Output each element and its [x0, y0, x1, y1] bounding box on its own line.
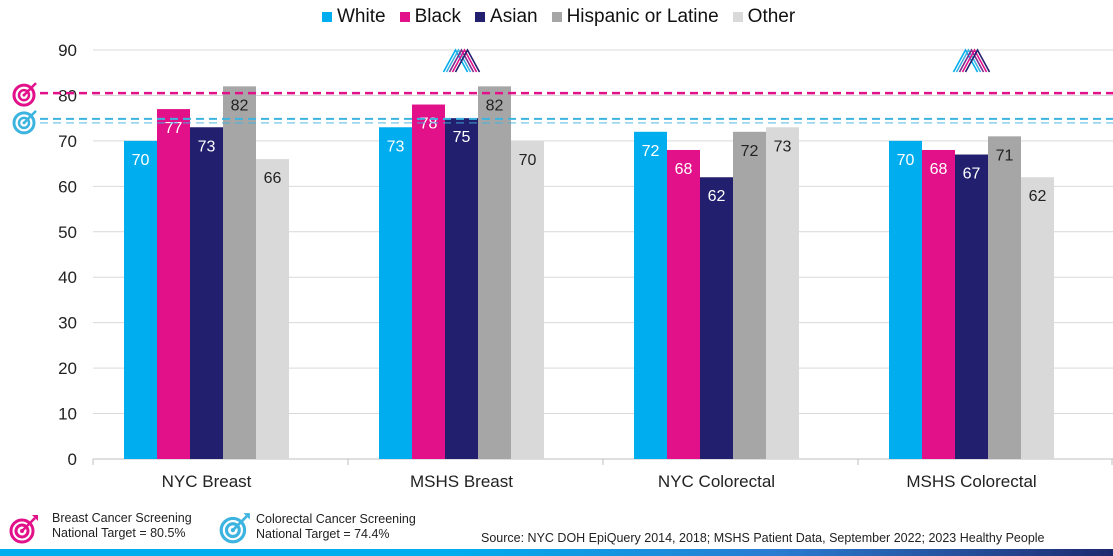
chart-legend: White Black Asian Hispanic or Latine Oth…	[322, 6, 795, 28]
bar	[733, 131, 766, 460]
breast-target-note: Breast Cancer Screening National Target …	[52, 511, 192, 541]
y-tick-label: 30	[58, 314, 77, 333]
data-label: 73	[387, 138, 405, 155]
y-tick-label: 50	[58, 223, 77, 242]
legend-label-asian: Asian	[490, 6, 538, 27]
bar	[700, 177, 733, 459]
data-label: 70	[132, 152, 150, 169]
colorectal-target-line1: Colorectal Cancer Screening	[256, 512, 416, 526]
bar	[412, 104, 445, 460]
target-icon	[12, 111, 36, 135]
data-label: 70	[897, 152, 915, 169]
bar	[889, 140, 922, 459]
legend-item-hispanic: Hispanic or Latine	[551, 6, 719, 28]
source-note: Source: NYC DOH EpiQuery 2014, 2018; MSH…	[481, 531, 1045, 545]
target-icon-ring	[17, 116, 31, 130]
data-label: 72	[741, 143, 759, 160]
bar	[667, 149, 700, 459]
mount-sinai-logo-icon	[964, 48, 991, 73]
bar	[157, 109, 190, 460]
data-label: 66	[264, 170, 282, 187]
bar	[223, 86, 256, 459]
bar	[445, 118, 478, 460]
data-label: 73	[198, 138, 216, 155]
colorectal-target-line2: National Target = 74.4%	[256, 527, 390, 541]
legend-swatch-asian	[475, 12, 486, 22]
mount-sinai-logo-icon	[961, 48, 988, 73]
breast-target-line1: Breast Cancer Screening	[52, 511, 192, 525]
mount-sinai-logo-icon	[442, 48, 469, 73]
mount-sinai-logo-icon	[952, 48, 979, 73]
target-icon-arrow	[23, 82, 37, 97]
mount-sinai-logo-icon	[451, 48, 478, 73]
bar	[511, 140, 544, 459]
bottom-accent-bar	[0, 549, 1113, 556]
data-label: 71	[996, 147, 1014, 164]
y-tick-label: 60	[58, 177, 77, 196]
mount-sinai-logo-icon	[448, 48, 475, 73]
bar	[190, 127, 223, 459]
legend-item-other: Other	[732, 6, 796, 28]
data-label: 67	[963, 166, 981, 183]
target-icon	[12, 83, 36, 107]
y-tick-label: 40	[58, 268, 77, 287]
bar	[988, 136, 1021, 459]
legend-swatch-other	[732, 12, 743, 22]
mount-sinai-logo-icon	[955, 48, 982, 73]
data-label: 70	[519, 152, 537, 169]
mount-sinai-logo-icon	[454, 48, 481, 73]
data-label: 62	[708, 188, 726, 205]
breast-target-icon	[9, 515, 38, 544]
legend-swatch-white	[322, 12, 332, 22]
legend-label-hispanic: Hispanic or Latine	[566, 6, 719, 27]
data-label: 75	[453, 129, 471, 146]
mount-sinai-logo-icon	[445, 48, 472, 73]
x-tick-label: NYC Breast	[162, 472, 252, 491]
y-tick-label: 70	[58, 132, 77, 151]
data-label: 77	[165, 120, 183, 137]
legend-label-other: Other	[747, 6, 796, 27]
data-label: 82	[231, 97, 249, 114]
legend-item-white: White	[322, 6, 386, 28]
y-tick-label: 80	[58, 86, 77, 105]
x-tick-label: NYC Colorectal	[658, 472, 775, 491]
target-icon-arrow	[23, 110, 37, 124]
colorectal-target-note: Colorectal Cancer Screening National Tar…	[256, 512, 416, 542]
x-tick-label: MSHS Breast	[410, 472, 513, 491]
legend-label-black: Black	[414, 6, 462, 27]
legend-swatch-black	[399, 12, 410, 22]
colorectal-target-icon	[219, 513, 250, 544]
bar	[379, 127, 412, 459]
legend-label-white: White	[337, 6, 386, 27]
bar	[922, 149, 955, 459]
data-label: 68	[675, 161, 693, 178]
data-label: 82	[486, 97, 504, 114]
bar	[634, 131, 667, 460]
x-tick-label: MSHS Colorectal	[906, 472, 1036, 491]
data-label: 62	[1029, 188, 1047, 205]
bar	[256, 159, 289, 460]
breast-target-line2: National Target = 80.5%	[52, 526, 186, 540]
bar	[955, 154, 988, 459]
y-tick-label: 0	[68, 450, 77, 469]
bar	[1021, 177, 1054, 459]
data-label: 68	[930, 161, 948, 178]
y-tick-label: 10	[58, 405, 77, 424]
legend-item-asian: Asian	[475, 6, 538, 28]
y-tick-label: 20	[58, 359, 77, 378]
legend-item-black: Black	[399, 6, 462, 28]
target-icon-ring	[17, 88, 31, 102]
y-tick-label: 90	[58, 41, 77, 60]
data-label: 72	[642, 143, 660, 160]
mount-sinai-logo-icon	[958, 48, 985, 73]
bar	[766, 127, 799, 459]
bar	[478, 86, 511, 459]
legend-swatch-hispanic	[551, 12, 562, 22]
data-label: 73	[774, 138, 792, 155]
bar	[124, 140, 157, 459]
